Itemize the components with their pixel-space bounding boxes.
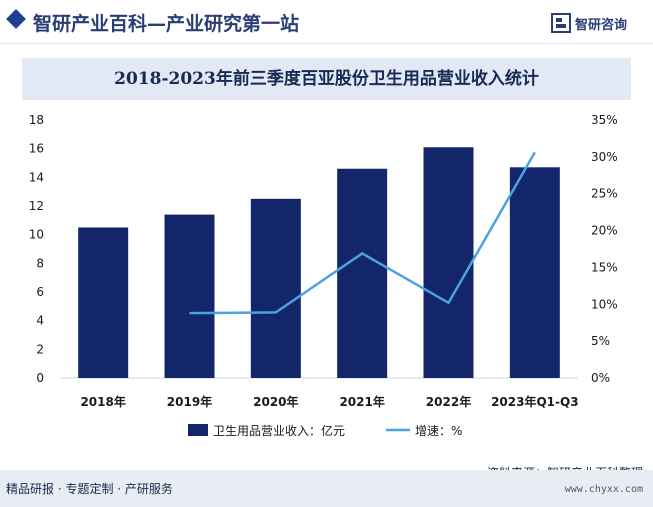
y-left-tick-label: 14 <box>29 170 44 184</box>
bar <box>423 147 474 378</box>
bar <box>250 198 301 378</box>
y-left-tick-label: 10 <box>29 228 44 242</box>
footer-bar: 精品研报 · 专题定制 · 产研服务 www.chyxx.com <box>0 470 653 507</box>
bar <box>164 214 215 378</box>
chart-title: 2018-2023年前三季度百亚股份卫生用品营业收入统计 <box>114 69 539 89</box>
bar <box>337 168 388 378</box>
brand-logo-icon <box>551 13 571 33</box>
footer-slogan: 精品研报 · 专题定制 · 产研服务 <box>6 482 173 496</box>
y-left-tick-label: 0 <box>36 371 44 385</box>
legend-swatch-bar <box>188 424 208 436</box>
y-left-tick-label: 12 <box>29 199 44 213</box>
x-tick-label: 2021年 <box>339 394 384 409</box>
x-tick-label: 2020年 <box>253 394 298 409</box>
y-right-tick-label: 20% <box>591 224 618 238</box>
y-left-tick-label: 16 <box>29 142 44 156</box>
y-right-tick-label: 5% <box>591 334 610 348</box>
diamond-icon <box>6 9 26 29</box>
y-left-tick-label: 6 <box>36 285 44 299</box>
x-tick-label: 2023年Q1-Q3 <box>491 394 578 409</box>
brand-name: 智研咨询 <box>575 18 628 33</box>
y-right-tick-label: 10% <box>591 297 618 311</box>
brand[interactable]: 智研咨询 <box>551 13 641 33</box>
y-left-tick-label: 18 <box>29 113 44 127</box>
chart-area: 0 2 4 6 8 10 12 14 16 18 0% 5% 10% 15% 20% 25% 30% 35% 201… <box>29 113 618 438</box>
footer-url[interactable]: www.chyxx.com <box>564 484 643 495</box>
chart-title-band: 2018-2023年前三季度百亚股份卫生用品营业收入统计 <box>22 58 631 100</box>
growth-line <box>189 151 536 315</box>
bar <box>509 167 560 378</box>
site-title: 智研产业百科—产业研究第一站 <box>33 13 300 35</box>
y-left-tick-label: 8 <box>36 256 44 270</box>
legend-label: 增速：% <box>415 424 462 438</box>
y-right-tick-label: 35% <box>591 113 618 127</box>
y-left-tick-label: 4 <box>36 314 44 328</box>
x-tick-label: 2018年 <box>80 394 125 409</box>
legend-label: 卫生用品营业收入：亿元 <box>213 423 345 438</box>
bar <box>78 227 129 378</box>
page-header: 智研产业百科—产业研究第一站 智研咨询 <box>0 0 653 44</box>
y-right-tick-label: 30% <box>591 150 618 164</box>
header-divider <box>0 43 653 44</box>
y-left-tick-label: 2 <box>36 342 44 356</box>
y-right-tick-label: 25% <box>591 187 618 201</box>
x-tick-label: 2022年 <box>426 394 471 409</box>
y-right-tick-label: 0% <box>591 371 610 385</box>
y-right-tick-label: 15% <box>591 260 618 274</box>
x-tick-label: 2019年 <box>167 394 212 409</box>
